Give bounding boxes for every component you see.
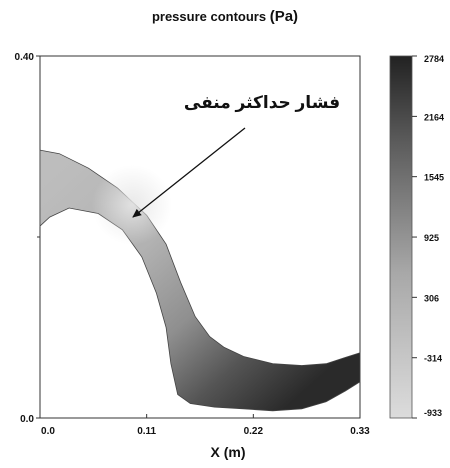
- x-tick-label: 0.0: [41, 426, 55, 437]
- chart-title-unit: (Pa): [269, 8, 299, 25]
- low-pressure-spot: [92, 165, 172, 245]
- x-tick-label: 0.11: [137, 426, 156, 437]
- annotation-label: فشار حداکثر منفی: [184, 93, 340, 113]
- colorbar-tick-label: 2784: [424, 54, 444, 64]
- y-tick-label: 0.40: [15, 52, 35, 63]
- colorbar-ticks: 2784 2164 1545 925 306 -314 -933: [412, 54, 444, 419]
- annotation-arrow: [132, 127, 246, 218]
- colorbar-tick-label: -314: [424, 354, 442, 364]
- y-tick-label: 0.0: [20, 414, 34, 425]
- x-tick-label: 0.22: [244, 426, 264, 437]
- colorbar: [389, 55, 413, 419]
- colorbar-tick-label: -933: [424, 408, 442, 418]
- colorbar-tick-label: 2164: [424, 112, 444, 122]
- y-axis-ticks: 0.0 0.40: [15, 52, 40, 425]
- x-axis-label: X (m): [211, 444, 246, 460]
- chart-title: pressure contours (Pa): [0, 8, 450, 25]
- x-axis-ticks: 0.0 0.11 0.22 0.33: [39, 414, 370, 437]
- x-tick-label: 0.33: [350, 426, 370, 437]
- colorbar-tick-label: 306: [424, 293, 439, 303]
- colorbar-tick-label: 925: [424, 233, 439, 243]
- chart-title-text: pressure contours: [151, 9, 267, 24]
- colorbar-tick-label: 1545: [424, 173, 444, 183]
- flow-region: [39, 149, 361, 412]
